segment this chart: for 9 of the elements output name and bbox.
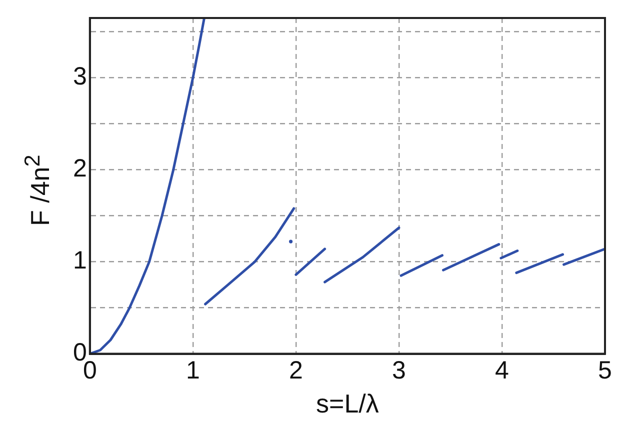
x-tick-label: 4 [495, 356, 510, 385]
x-tick-label: 5 [598, 356, 612, 385]
x-tick-label: 2 [288, 356, 303, 385]
y-tick-label: 1 [73, 246, 87, 275]
x-axis-title: s=L/λ [316, 388, 379, 419]
y-tick-label: 3 [73, 62, 87, 91]
x-tick-label: 3 [392, 356, 406, 385]
x-tick-label: 1 [186, 356, 200, 385]
y-tick-label: 2 [73, 154, 87, 183]
